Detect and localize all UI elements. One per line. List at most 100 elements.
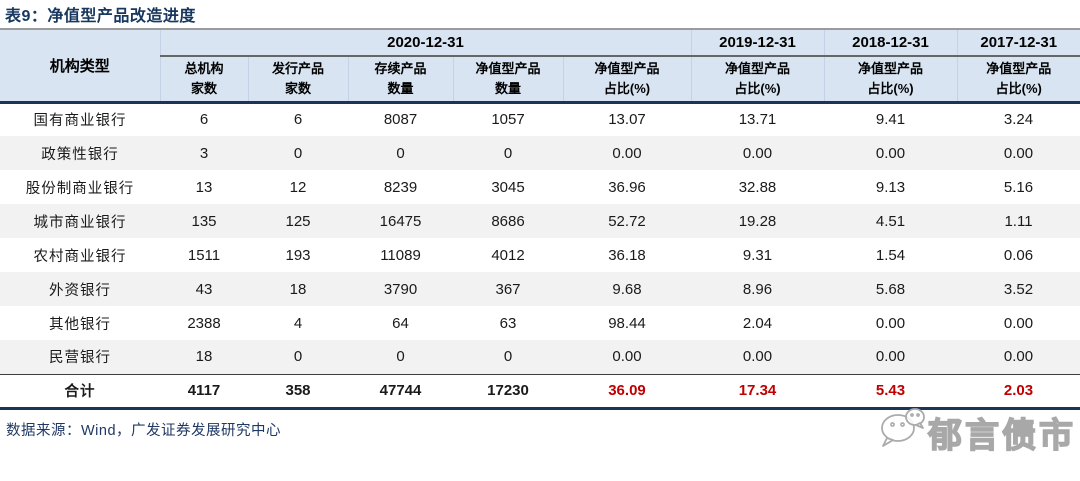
cell: 47744	[348, 373, 453, 410]
col-header-issuing-institutions: 发行产品 家数	[247, 56, 348, 104]
col-header-line: 数量	[387, 80, 414, 96]
table-row: 外资银行 43 18 3790 367 9.68 8.96 5.68 3.52	[0, 272, 1080, 306]
cell: 1057	[491, 111, 525, 129]
table-row: 政策性银行 3 0 0 0 0.00 0.00 0.00 0.00	[0, 136, 1080, 170]
cell: 0	[293, 348, 303, 366]
cell: 0	[503, 144, 513, 162]
date-header-2017: 2017-12-31	[956, 29, 1080, 57]
table-row: 城市商业银行 135 125 16475 8686 52.72 19.28 4.51 1.11	[0, 204, 1080, 238]
cell: 9.13	[875, 178, 906, 196]
table-header: 机构类型 2020-12-31 2019-12-31 2018-12-31 20…	[0, 29, 1080, 104]
cell: 0.00	[875, 348, 906, 366]
highlight-cell: 36.09	[563, 373, 691, 410]
cell: 4012	[491, 246, 525, 264]
org-type-header: 机构类型	[0, 29, 160, 104]
col-header-line: 家数	[190, 80, 217, 96]
highlight-cell: 2.03	[957, 373, 1080, 410]
col-header-line: 占比(%)	[867, 80, 914, 96]
cell: 63	[499, 314, 517, 332]
row-label: 民营银行	[49, 350, 111, 367]
cell: 9.31	[742, 246, 773, 264]
cell: 64	[392, 314, 409, 332]
cell: 0.00	[742, 144, 773, 162]
table-row: 股份制商业银行 13 12 8239 3045 36.96 32.88 9.13 5.16	[0, 170, 1080, 204]
highlight-cell: 5.43	[824, 373, 957, 410]
cell: 0	[396, 144, 405, 162]
cell: 0	[503, 348, 513, 366]
cell: 4	[293, 314, 303, 332]
col-header-line: 占比(%)	[995, 80, 1042, 96]
cell: 3.52	[1003, 280, 1034, 298]
table-row: 民营银行 18 0 0 0 0.00 0.00 0.00 0.00	[0, 340, 1080, 374]
cell: 0	[293, 144, 303, 162]
cell: 0.00	[612, 144, 642, 162]
total-row: 合计 4117 358 47744 17230 36.09 17.34 5.43…	[0, 373, 1080, 410]
col-header-line: 净值型产品	[594, 61, 660, 77]
cell: 5.16	[1003, 178, 1034, 196]
date-header-row: 机构类型 2020-12-31 2019-12-31 2018-12-31 20…	[0, 29, 1080, 104]
cell: 11089	[380, 246, 421, 264]
row-label: 股份制商业银行	[25, 180, 135, 197]
col-header-line: 占比(%)	[734, 80, 781, 96]
table-body: 国有商业银行 6 6 8087 1057 13.07 13.71 9.41 3.24 政策性银…	[0, 102, 1080, 410]
cell: 1.11	[1004, 212, 1033, 230]
cell: 0.06	[1003, 246, 1034, 264]
cell: 4.51	[875, 212, 906, 230]
cell: 18	[195, 348, 213, 366]
col-header-line: 家数	[284, 80, 311, 96]
row-label: 国有商业银行	[33, 113, 127, 130]
highlight-cell: 17.34	[691, 373, 824, 410]
col-header-line: 净值型产品	[724, 61, 790, 77]
cell: 98.44	[608, 314, 646, 332]
data-source-note: 数据来源：Wind，广发证券发展研究中心	[6, 422, 282, 439]
table-row: 其他银行 2388 4 64 63 98.44 2.04 0.00 0.00	[0, 306, 1080, 340]
table-title: 表9：净值型产品改造进度	[5, 8, 196, 25]
cell: 9.68	[612, 280, 642, 298]
cell: 0.00	[1003, 348, 1034, 366]
row-label: 合计	[0, 373, 160, 410]
col-header-line: 总机构	[184, 61, 224, 77]
col-header-outstanding-products: 存续产品 数量	[347, 56, 453, 104]
cell: 6	[199, 111, 209, 129]
cell: 1511	[187, 246, 221, 264]
cell: 43	[195, 280, 213, 298]
cell: 13.07	[608, 111, 646, 129]
row-label: 农村商业银行	[33, 248, 127, 265]
cell: 0.00	[612, 348, 642, 366]
cell: 3	[199, 144, 209, 162]
cell: 8.96	[742, 280, 773, 298]
cell: 8087	[383, 111, 418, 129]
col-header-line: 数量	[494, 80, 521, 96]
cell: 0.00	[875, 314, 906, 332]
cell: 32.88	[738, 178, 777, 196]
col-header-line: 净值型产品	[857, 61, 923, 77]
col-header-nav-ratio-2019: 净值型产品占比(%)	[690, 56, 824, 104]
cell: 0.00	[742, 348, 773, 366]
cell: 36.18	[608, 246, 646, 264]
cell: 18	[289, 280, 307, 298]
cell: 0.00	[1003, 314, 1034, 332]
cell: 6	[293, 111, 303, 129]
cell: 8686	[491, 212, 525, 230]
date-header-2019: 2019-12-31	[690, 29, 824, 57]
cell: 3.24	[1003, 111, 1034, 129]
cell: 193	[285, 246, 311, 264]
cell: 0.00	[875, 144, 906, 162]
cell: 8239	[383, 178, 418, 196]
cell: 367	[495, 280, 521, 298]
cell: 125	[285, 212, 311, 230]
col-header-nav-products: 净值型产品 数量	[452, 56, 563, 104]
cell: 9.41	[875, 111, 906, 129]
cell: 17230	[453, 373, 563, 410]
col-header-line: 净值型产品	[986, 61, 1052, 77]
table-row: 国有商业银行 6 6 8087 1057 13.07 13.71 9.41 3.24	[0, 102, 1080, 136]
cell: 13.71	[738, 111, 777, 129]
net-value-products-table: 机构类型 2020-12-31 2019-12-31 2018-12-31 20…	[0, 28, 1080, 410]
cell: 36.96	[608, 178, 646, 196]
row-label: 政策性银行	[41, 146, 119, 163]
cell: 19.28	[738, 212, 777, 230]
date-header-2018: 2018-12-31	[823, 29, 957, 57]
col-header-nav-ratio-2018: 净值型产品占比(%)	[823, 56, 957, 104]
date-header-2020: 2020-12-31	[159, 29, 691, 57]
